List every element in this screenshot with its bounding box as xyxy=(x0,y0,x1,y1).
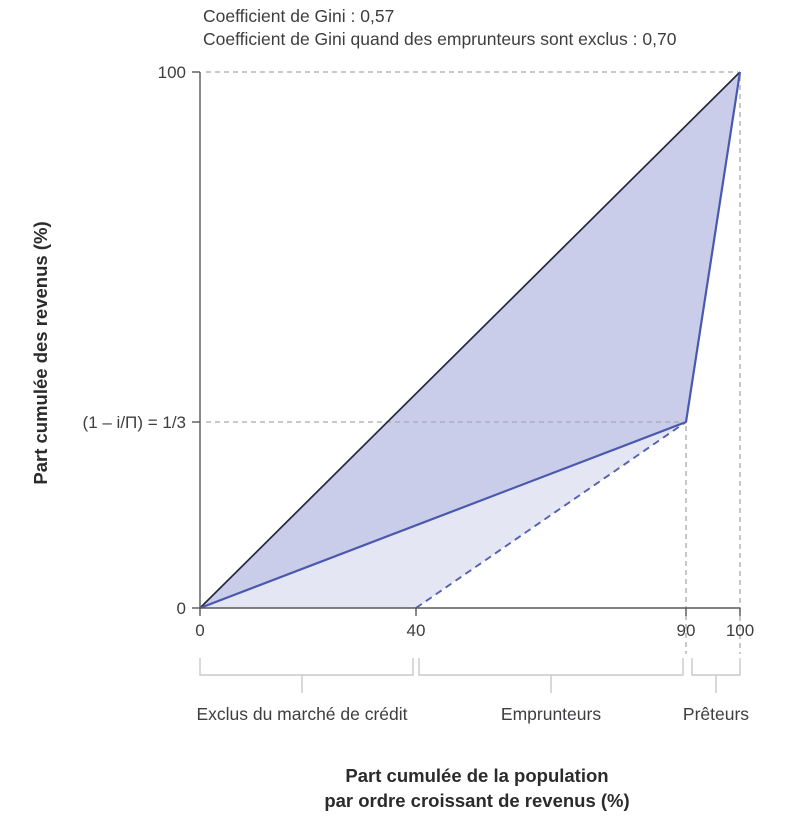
x-axis-title-line2: par ordre croissant de revenus (%) xyxy=(324,790,629,811)
x-tick-label-100: 100 xyxy=(726,621,754,640)
x-tick-label-40: 40 xyxy=(407,621,426,640)
x-tick-label-90: 90 xyxy=(677,621,696,640)
bracket-excluded xyxy=(199,658,414,676)
y-tick-label-0: 0 xyxy=(177,599,186,618)
region-label-lenders: Prêteurs xyxy=(683,704,749,724)
x-axis-title-line1: Part cumulée de la population xyxy=(345,765,608,786)
lorenz-curve-borrowers-excluded xyxy=(415,421,687,609)
gini-excluded-annotation: Coefficient de Gini quand des emprunteur… xyxy=(203,29,677,49)
bracket-lenders xyxy=(691,658,741,676)
region-label-borrowers: Emprunteurs xyxy=(501,704,601,724)
x-tick-label-0: 0 xyxy=(195,621,204,640)
region-label-excluded: Exclus du marché de crédit xyxy=(196,704,407,724)
perfect-equality-line xyxy=(199,71,741,609)
gini-coefficient-annotation: Coefficient de Gini : 0,57 xyxy=(203,6,394,26)
y-tick-label-100: 100 xyxy=(158,63,186,82)
y-axis-title: Part cumulée des revenus (%) xyxy=(30,221,51,484)
y-tick-label-one-third: (1 – i/Π) = 1/3 xyxy=(83,413,186,432)
bracket-borrowers xyxy=(418,658,684,676)
